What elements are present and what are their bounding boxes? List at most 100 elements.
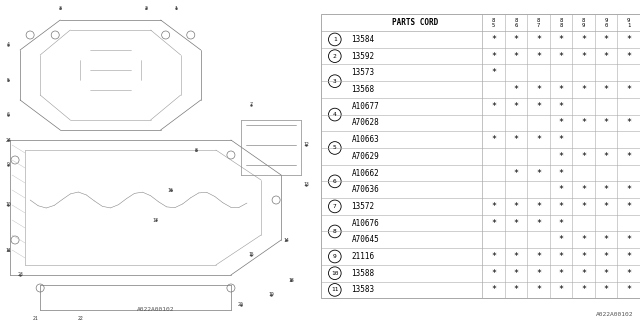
Text: 18: 18	[288, 277, 294, 283]
Text: *: *	[536, 219, 541, 228]
Text: *: *	[604, 269, 609, 278]
Text: *: *	[604, 118, 609, 127]
Text: *: *	[559, 235, 564, 244]
Text: 13: 13	[303, 182, 309, 188]
Text: *: *	[491, 68, 496, 77]
Text: 1: 1	[333, 37, 337, 42]
Text: *: *	[491, 102, 496, 111]
Text: *: *	[559, 185, 564, 194]
Text: 9
0: 9 0	[605, 18, 608, 28]
Text: *: *	[536, 169, 541, 178]
Text: *: *	[536, 252, 541, 261]
Text: *: *	[604, 285, 609, 294]
Text: 21: 21	[32, 316, 38, 320]
Text: *: *	[604, 235, 609, 244]
Text: *: *	[513, 285, 518, 294]
Text: *: *	[491, 135, 496, 144]
Text: 4: 4	[333, 112, 337, 117]
Text: *: *	[536, 35, 541, 44]
Text: *: *	[513, 52, 518, 61]
Text: 23: 23	[17, 273, 23, 277]
Text: *: *	[559, 35, 564, 44]
Text: *: *	[513, 102, 518, 111]
Text: *: *	[581, 285, 586, 294]
Text: 8: 8	[195, 148, 197, 153]
Text: *: *	[536, 285, 541, 294]
Text: 9: 9	[333, 254, 337, 259]
Text: *: *	[581, 152, 586, 161]
Text: 8
9: 8 9	[582, 18, 585, 28]
Text: A10677: A10677	[351, 102, 380, 111]
Text: *: *	[626, 118, 631, 127]
Text: 20: 20	[238, 302, 244, 308]
Text: 22: 22	[77, 316, 83, 320]
Text: *: *	[626, 152, 631, 161]
Text: *: *	[536, 269, 541, 278]
Text: 15: 15	[248, 252, 254, 258]
Text: *: *	[626, 35, 631, 44]
Text: *: *	[513, 135, 518, 144]
Text: 19: 19	[268, 292, 274, 298]
Text: *: *	[626, 202, 631, 211]
Text: 21116: 21116	[351, 252, 374, 261]
Text: 13572: 13572	[351, 202, 374, 211]
Text: 9
1: 9 1	[627, 18, 630, 28]
Text: *: *	[536, 85, 541, 94]
Text: *: *	[626, 285, 631, 294]
Text: 7: 7	[333, 204, 337, 209]
Text: A70629: A70629	[351, 152, 380, 161]
Text: *: *	[581, 35, 586, 44]
Text: *: *	[513, 219, 518, 228]
Text: *: *	[581, 118, 586, 127]
Text: 5: 5	[333, 146, 337, 150]
Text: A70628: A70628	[351, 118, 380, 127]
Text: 12: 12	[303, 142, 309, 148]
Text: 1: 1	[174, 5, 177, 11]
Text: 13573: 13573	[351, 68, 374, 77]
Text: 3: 3	[59, 5, 61, 11]
Text: 8: 8	[333, 229, 337, 234]
Text: *: *	[604, 185, 609, 194]
Text: *: *	[604, 85, 609, 94]
Text: *: *	[604, 35, 609, 44]
Text: 9: 9	[6, 163, 10, 167]
Text: 10: 10	[331, 271, 339, 276]
Text: *: *	[559, 118, 564, 127]
Text: *: *	[559, 269, 564, 278]
Text: 13592: 13592	[351, 52, 374, 61]
Text: 8
7: 8 7	[537, 18, 540, 28]
Text: *: *	[536, 202, 541, 211]
Text: *: *	[626, 252, 631, 261]
Bar	[321, 14, 640, 298]
Text: 8
8: 8 8	[559, 18, 563, 28]
Text: *: *	[581, 269, 586, 278]
Text: *: *	[536, 102, 541, 111]
Text: *: *	[626, 52, 631, 61]
Text: 8
6: 8 6	[515, 18, 518, 28]
Text: *: *	[559, 152, 564, 161]
Text: A70636: A70636	[351, 185, 380, 194]
Text: *: *	[626, 269, 631, 278]
Text: *: *	[513, 169, 518, 178]
Text: *: *	[581, 52, 586, 61]
Text: 11: 11	[331, 287, 339, 292]
Text: 10: 10	[5, 203, 11, 207]
Text: *: *	[559, 252, 564, 261]
Text: *: *	[626, 185, 631, 194]
Text: *: *	[513, 35, 518, 44]
Text: *: *	[559, 169, 564, 178]
Text: *: *	[604, 152, 609, 161]
Text: *: *	[491, 202, 496, 211]
Text: *: *	[513, 269, 518, 278]
Text: 5: 5	[6, 77, 10, 83]
Text: *: *	[559, 85, 564, 94]
Text: *: *	[491, 35, 496, 44]
Text: *: *	[581, 252, 586, 261]
Text: 7: 7	[250, 102, 252, 108]
Text: *: *	[626, 85, 631, 94]
Text: 2: 2	[333, 54, 337, 59]
Text: 2: 2	[144, 5, 147, 11]
Text: *: *	[559, 219, 564, 228]
Text: *: *	[581, 202, 586, 211]
Text: *: *	[604, 252, 609, 261]
